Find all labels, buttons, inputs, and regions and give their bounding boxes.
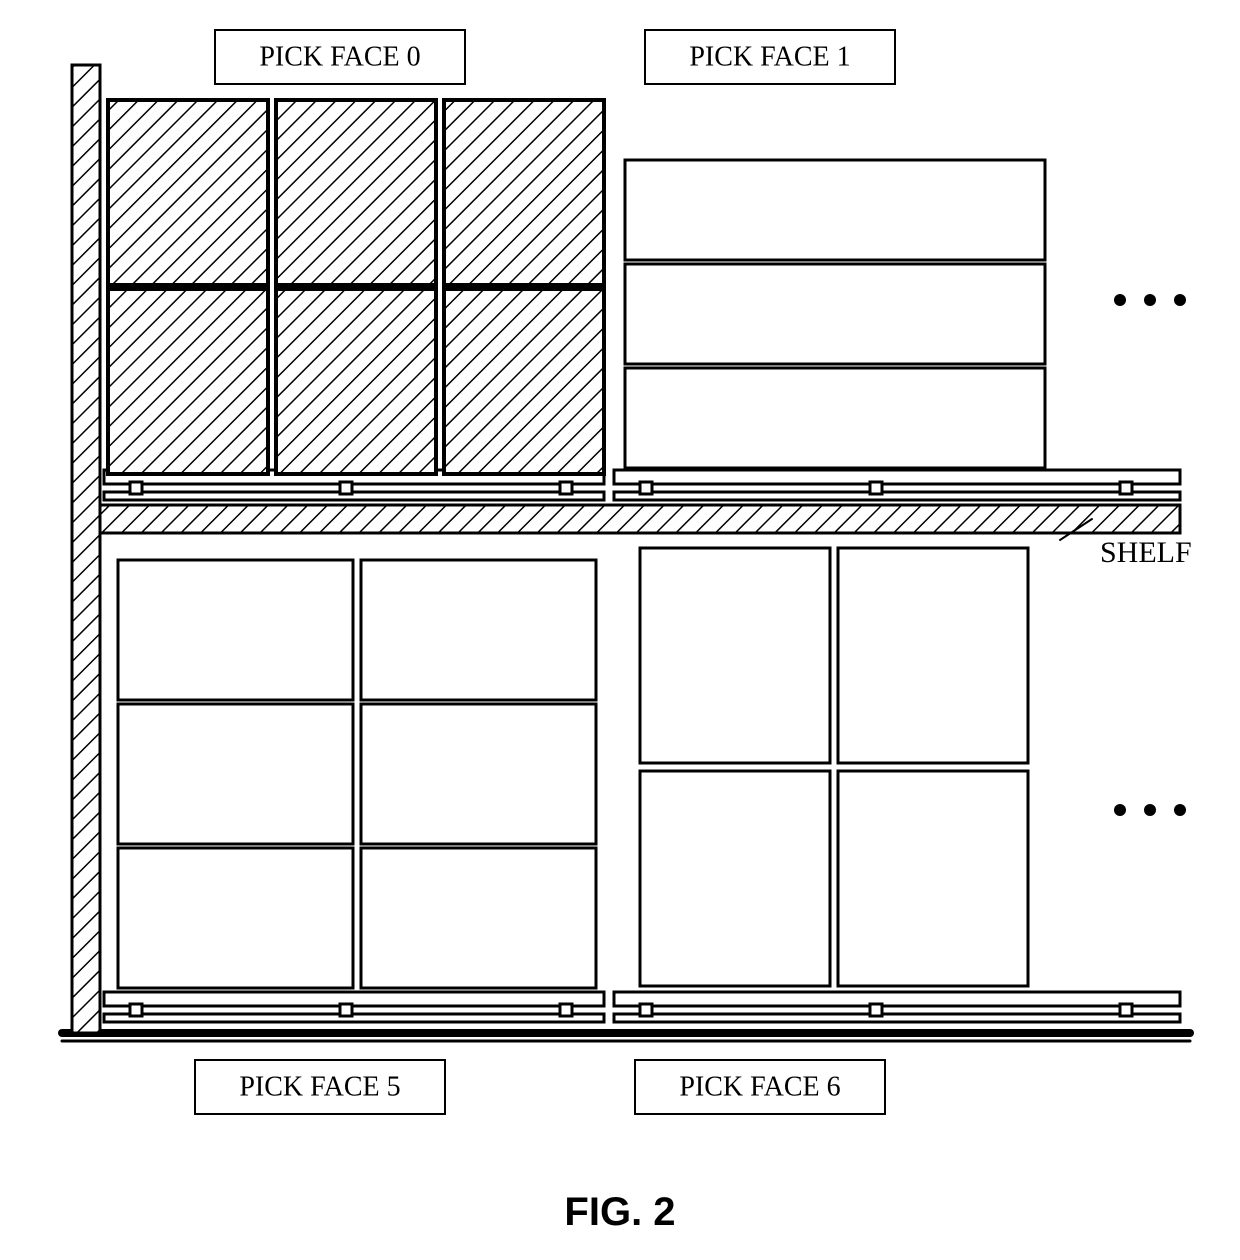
- pf5-box-1-0: [118, 704, 353, 844]
- pf5-box-1-1: [361, 704, 596, 844]
- bot-right-text: PICK FACE 6: [679, 1071, 840, 1102]
- pallet-bot-right-leg-2: [1120, 1004, 1132, 1016]
- pallet-bot-left-leg-1: [340, 1004, 352, 1016]
- pallet-top-right-leg-2: [1120, 482, 1132, 494]
- pallet-top-left-leg-1: [340, 482, 352, 494]
- pf6-box-0-1: [838, 548, 1028, 763]
- pf6-box-1-1: [838, 771, 1028, 986]
- pf5-box-2-1: [361, 848, 596, 988]
- top-right-text: PICK FACE 1: [689, 41, 850, 72]
- ellipsis-bottom-dot-0: [1114, 804, 1126, 816]
- pf0-box-1-1: [276, 289, 436, 474]
- pf6-box-0-0: [640, 548, 830, 763]
- ellipsis-top-dot-1: [1144, 294, 1156, 306]
- pf5-box-0-1: [361, 560, 596, 700]
- pf0-box-0-1: [276, 100, 436, 285]
- pallet-bot-right-leg-0: [640, 1004, 652, 1016]
- pallet-top-left-leg-0: [130, 482, 142, 494]
- pallet-top-right-deck-bottom: [614, 492, 1180, 500]
- pallet-top-right-leg-1: [870, 482, 882, 494]
- ellipsis-bottom-dot-2: [1174, 804, 1186, 816]
- top-left-text: PICK FACE 0: [259, 41, 420, 72]
- pf1-box-0: [625, 160, 1045, 260]
- shelf-bar: [100, 505, 1180, 533]
- pallet-bot-left-leg-0: [130, 1004, 142, 1016]
- pallet-top-right-deck-top: [614, 470, 1180, 484]
- pallet-bot-right-leg-1: [870, 1004, 882, 1016]
- pallet-bot-right-deck-top: [614, 992, 1180, 1006]
- bot-left-text: PICK FACE 5: [239, 1071, 400, 1102]
- ellipsis-bottom-dot-1: [1144, 804, 1156, 816]
- pallet-bot-left-deck-top: [104, 992, 604, 1006]
- pf0-box-0-0: [108, 100, 268, 285]
- ellipsis-top-dot-0: [1114, 294, 1126, 306]
- ellipsis-top-dot-2: [1174, 294, 1186, 306]
- pf6-box-1-0: [640, 771, 830, 986]
- pf1-box-1: [625, 264, 1045, 364]
- pf0-box-1-0: [108, 289, 268, 474]
- left-post: [72, 65, 100, 1033]
- pf5-box-0-0: [118, 560, 353, 700]
- pallet-bot-right-deck-bottom: [614, 1014, 1180, 1022]
- pallet-bot-left-deck-bottom: [104, 1014, 604, 1022]
- shelf-label: SHELF: [1100, 536, 1192, 569]
- pallet-top-left-deck-bottom: [104, 492, 604, 500]
- pallet-bot-left-leg-2: [560, 1004, 572, 1016]
- figure-caption: FIG. 2: [564, 1190, 675, 1234]
- pf0-box-1-2: [444, 289, 604, 474]
- pallet-top-right-leg-0: [640, 482, 652, 494]
- pallet-top-left-leg-2: [560, 482, 572, 494]
- pf0-box-0-2: [444, 100, 604, 285]
- pf1-box-2: [625, 368, 1045, 468]
- pf5-box-2-0: [118, 848, 353, 988]
